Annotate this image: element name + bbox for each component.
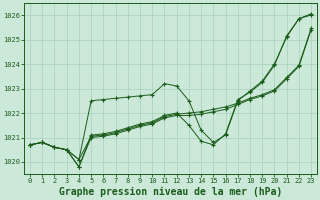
X-axis label: Graphe pression niveau de la mer (hPa): Graphe pression niveau de la mer (hPa) (59, 187, 282, 197)
